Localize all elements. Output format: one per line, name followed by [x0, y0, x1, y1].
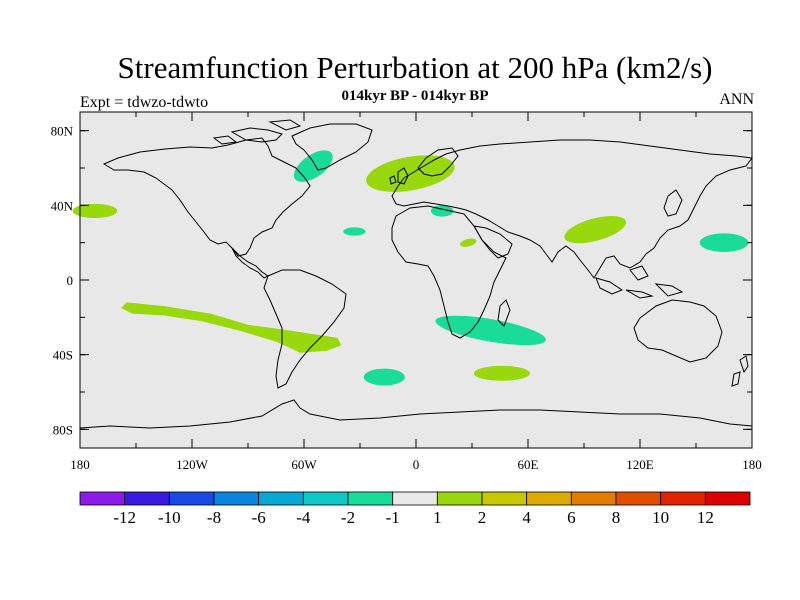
colorbar-swatch — [436, 491, 483, 506]
colorbar-swatch — [213, 491, 260, 506]
x-tick-label: 180 — [742, 457, 762, 472]
colorbar-swatch — [392, 491, 438, 506]
coastline-arabia — [473, 225, 513, 259]
y-tick-label: 80S — [53, 422, 73, 437]
colorbar-label: 2 — [478, 508, 487, 527]
colorbar-swatch — [481, 491, 528, 506]
figure-subtitle: 014kyr BP - 014kyr BP — [341, 88, 489, 104]
colorbar-swatch — [615, 491, 662, 506]
colorbar-label: 6 — [567, 508, 576, 527]
coastline-australia — [633, 299, 723, 363]
coastline-africa — [391, 205, 507, 339]
colorbar-label: 1 — [433, 508, 442, 527]
contour-band-0 — [121, 302, 342, 353]
contour-regions — [72, 150, 749, 386]
x-tick-label: 120W — [176, 457, 209, 472]
contour-region-4 — [343, 227, 366, 236]
colorbar-label: -10 — [158, 508, 181, 527]
colorbar-swatch — [258, 491, 304, 506]
coastline-greenland — [291, 123, 373, 171]
x-tick-label: 0 — [413, 457, 420, 472]
colorbar-swatch — [526, 491, 572, 506]
coastline-new-zealand — [731, 355, 749, 387]
coastline-antarctica — [79, 399, 753, 429]
x-tick-label: 60E — [518, 457, 539, 472]
colorbar-label: -2 — [341, 508, 355, 527]
coastline-scandinavia — [417, 147, 459, 177]
experiment-label: Expt = tdwzo-tdwto — [80, 94, 209, 111]
colorbar-label: 10 — [652, 508, 669, 527]
colorbar-label: -6 — [252, 508, 266, 527]
y-tick-label: 40S — [53, 348, 73, 363]
contour-region-1 — [72, 203, 118, 219]
coastline-south-america — [263, 269, 347, 389]
contour-region-7 — [699, 233, 749, 253]
contour-region-8 — [435, 315, 546, 346]
coastlines — [79, 119, 753, 429]
figure-title: Streamfunction Perturbation at 200 hPa (… — [117, 50, 713, 85]
colorbar-swatch — [124, 491, 170, 506]
colorbar-swatch — [79, 491, 126, 506]
x-tick-label: 120E — [626, 457, 654, 472]
coastline-eurasia — [391, 139, 753, 279]
colorbar-label: -8 — [207, 508, 221, 527]
colorbar-swatch — [704, 491, 751, 506]
y-tick-label: 0 — [67, 273, 74, 288]
y-tick-label: 40N — [51, 198, 74, 213]
contour-region-9 — [363, 368, 405, 386]
axis-tick-labels: 180 120W 60W 0 60E 120E 180 80N 40N 0 40S 80S — [51, 124, 762, 472]
coastline-indonesia — [595, 265, 684, 299]
colorbar-label: 8 — [612, 508, 621, 527]
y-tick-label: 80N — [51, 124, 74, 139]
contour-region-10 — [473, 365, 530, 381]
coastline-arctic-islands — [212, 119, 302, 145]
coastline-british-isles — [389, 167, 409, 185]
coastline-central-america — [231, 247, 269, 279]
contour-region-0 — [293, 150, 333, 182]
colorbar-swatch — [660, 491, 706, 506]
contour-region-6 — [564, 216, 626, 244]
colorbar-label: -1 — [386, 508, 400, 527]
colorbar-swatch — [168, 491, 215, 506]
season-label: ANN — [719, 91, 754, 108]
colorbar-swatch — [347, 491, 394, 506]
x-tick-label: 60W — [291, 457, 317, 472]
colorbar-label: 12 — [697, 508, 714, 527]
colorbar-swatch — [302, 491, 349, 506]
coastline-north-america — [102, 137, 311, 257]
coastline-madagascar — [497, 299, 511, 327]
colorbar-label: -12 — [113, 508, 136, 527]
coastline-japan — [663, 189, 683, 217]
colorbar-label: -4 — [296, 508, 311, 527]
axis-ticks — [79, 112, 753, 448]
colorbar-swatch — [570, 491, 617, 506]
colorbar: -12 -10 -8 -6 -4 -2 -1 1 2 4 6 8 10 12 — [79, 491, 751, 527]
x-tick-label: 180 — [70, 457, 90, 472]
colorbar-label: 4 — [522, 508, 531, 527]
contour-region-5 — [460, 238, 477, 247]
